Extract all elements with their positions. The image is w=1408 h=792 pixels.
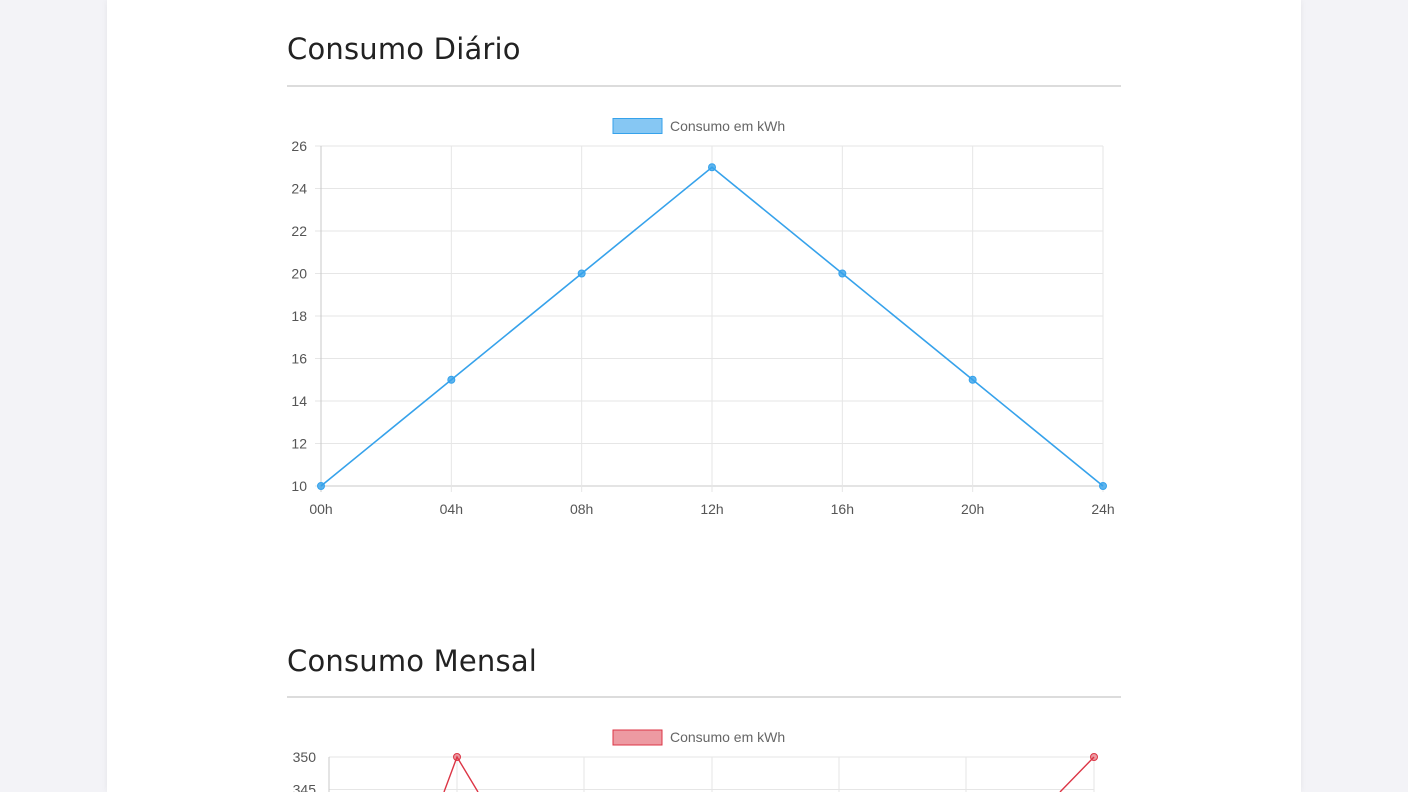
- x-tick-label: 24h: [1091, 501, 1114, 517]
- data-point: [1090, 753, 1098, 761]
- data-point: [1099, 482, 1107, 490]
- data-point: [317, 482, 325, 490]
- y-tick-label: 345: [293, 782, 317, 792]
- y-tick-label: 14: [291, 393, 307, 409]
- series-line: [443, 755, 479, 792]
- y-tick-label: 12: [291, 436, 307, 452]
- daily-section-title: Consumo Diário: [287, 32, 521, 66]
- y-tick-label: 20: [291, 266, 307, 282]
- x-tick-label: 04h: [440, 501, 463, 517]
- y-tick-label: 350: [293, 749, 317, 765]
- legend-swatch: [612, 118, 663, 134]
- y-tick-label: 18: [291, 308, 307, 324]
- legend-label: Consumo em kWh: [670, 118, 785, 134]
- x-tick-label: 12h: [700, 501, 723, 517]
- monthly-section-title: Consumo Mensal: [287, 644, 538, 678]
- y-tick-label: 26: [291, 138, 307, 154]
- data-point: [447, 375, 456, 384]
- data-point: [838, 269, 847, 278]
- content-card: [107, 0, 1301, 792]
- legend-label: Consumo em kWh: [670, 729, 785, 745]
- x-tick-label: 20h: [961, 501, 984, 517]
- y-tick-label: 24: [291, 181, 307, 197]
- x-tick-label: 16h: [831, 501, 854, 517]
- x-tick-label: 00h: [309, 501, 332, 517]
- daily-consumption-chart: Consumo em kWh 10 12 14 16 18 20 22 24 26 00h 04h 08…: [291, 118, 1115, 517]
- monthly-divider: [287, 696, 1121, 698]
- series-line: [1059, 756, 1095, 792]
- daily-divider: [287, 85, 1121, 87]
- x-tick-label: 08h: [570, 501, 593, 517]
- data-point: [708, 163, 716, 172]
- data-point: [577, 269, 586, 278]
- data-point: [968, 375, 977, 384]
- data-point: [453, 753, 461, 761]
- y-tick-label: 22: [291, 223, 307, 239]
- y-tick-label: 16: [291, 351, 307, 367]
- legend-swatch: [612, 729, 663, 746]
- y-tick-label: 10: [291, 478, 307, 494]
